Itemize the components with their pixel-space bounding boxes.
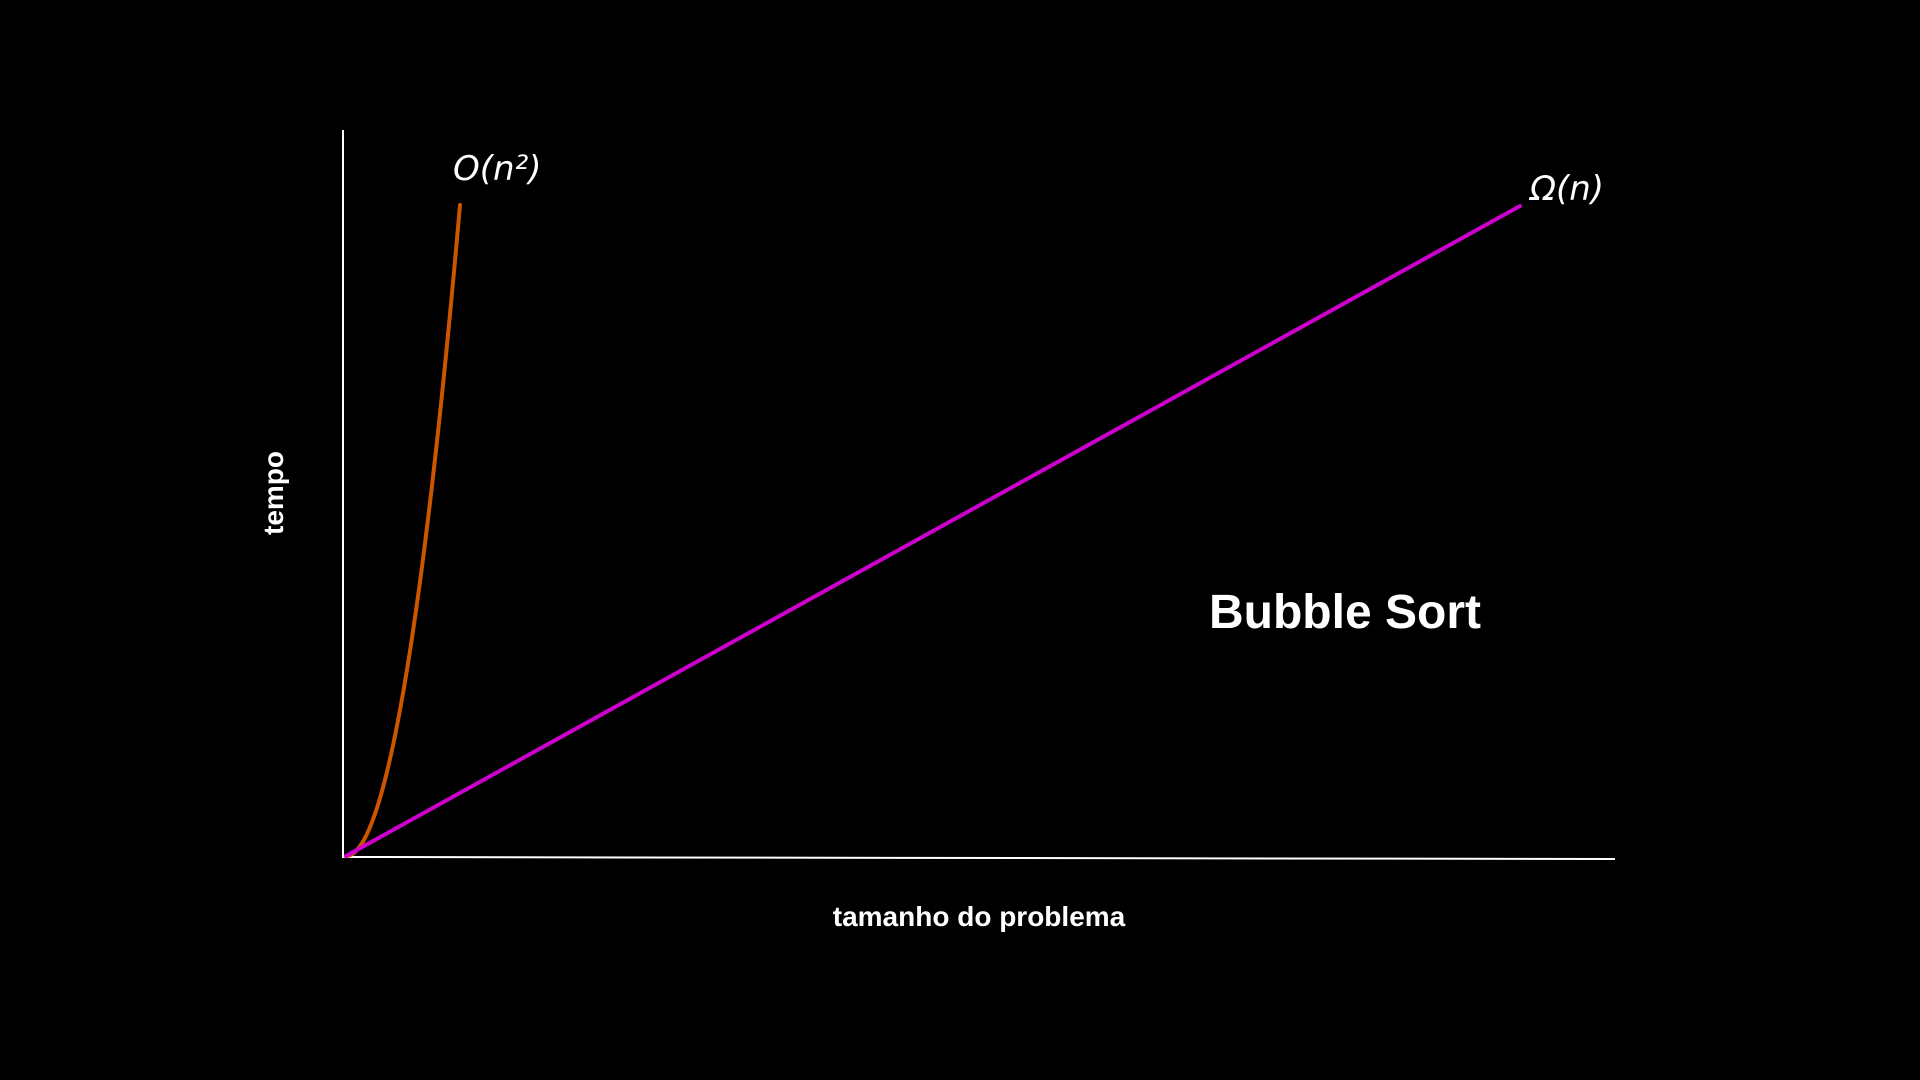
series-line-quadratic [346,205,460,856]
series-label-quadratic: O(n²) [453,149,541,189]
y-axis-title: tempo [258,451,289,535]
x-axis-line [343,857,1615,859]
series-label-linear: Ω(n) [1528,169,1604,209]
series-line-linear [346,206,1520,856]
chart-title: Bubble Sort [1209,586,1481,639]
x-axis-title: tamanho do problema [833,901,1126,932]
